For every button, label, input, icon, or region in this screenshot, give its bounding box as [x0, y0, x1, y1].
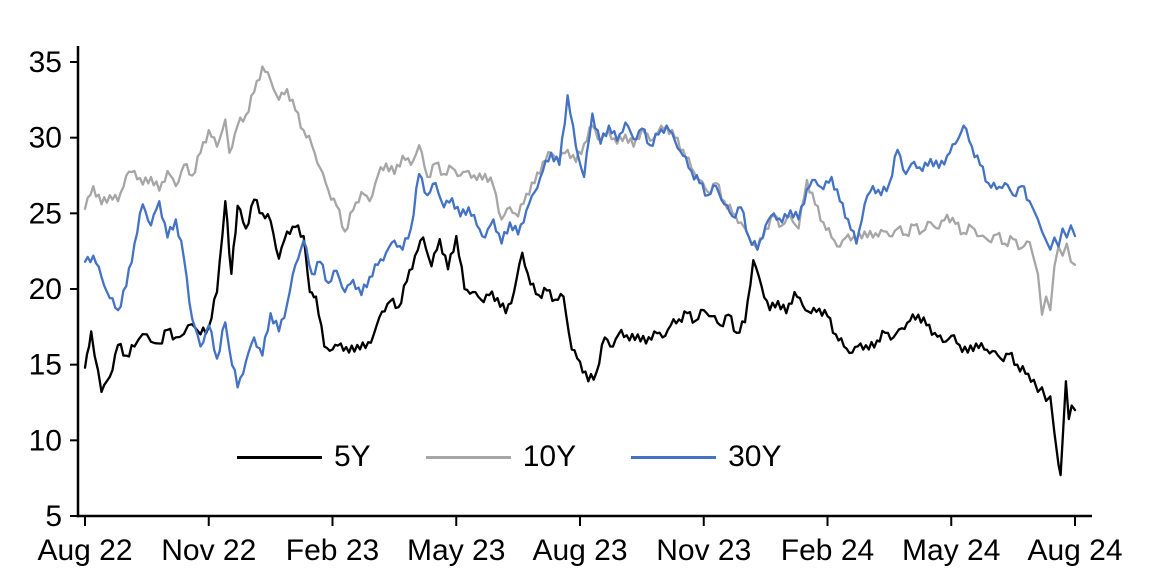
y-tick-label: 35 — [29, 46, 62, 79]
y-tick-label: 10 — [29, 424, 62, 457]
x-tick-label: Feb 23 — [286, 534, 379, 567]
x-tick-label: May 24 — [902, 534, 1000, 567]
series-line-30y — [83, 94, 1077, 389]
legend-item-30y: 30Y — [631, 440, 781, 474]
x-tick-label: Aug 22 — [37, 534, 132, 567]
x-tick-label: Aug 24 — [1027, 534, 1122, 567]
legend-label-5y: 5Y — [334, 440, 371, 473]
legend-swatch-30y — [631, 455, 717, 459]
x-tick-label: Aug 23 — [532, 534, 627, 567]
x-tick-label: Feb 24 — [781, 534, 874, 567]
legend-item-10y: 10Y — [425, 440, 577, 474]
legend-swatch-5y — [237, 455, 322, 459]
series-line-5y — [83, 198, 1077, 477]
y-tick-label: 30 — [29, 122, 62, 155]
legend-label-30y: 30Y — [728, 440, 782, 473]
x-tick-label: Nov 22 — [161, 534, 256, 567]
x-tick-label: May 23 — [407, 534, 505, 567]
legend-swatch-10y — [425, 455, 511, 459]
legend-label-10y: 10Y — [522, 440, 577, 473]
series-line-10y — [83, 65, 1077, 316]
y-tick-label: 5 — [45, 500, 62, 533]
y-tick-label: 15 — [29, 349, 62, 382]
y-tick-label: 25 — [29, 197, 62, 230]
chart-legend: 5Y 10Y 30Y — [237, 440, 781, 474]
y-tick-label: 20 — [29, 273, 62, 306]
legend-item-5y: 5Y — [237, 440, 371, 474]
x-tick-label: Nov 23 — [656, 534, 751, 567]
